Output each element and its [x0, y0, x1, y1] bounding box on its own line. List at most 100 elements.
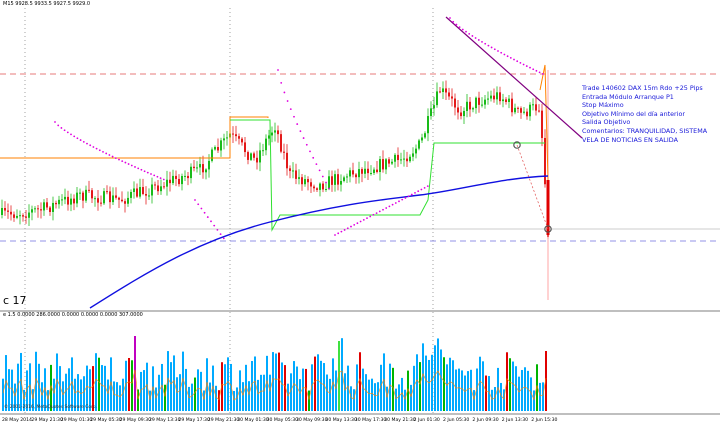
- volume-bar: [374, 383, 376, 411]
- sar-dot: [312, 156, 315, 159]
- candle-body: [478, 97, 480, 105]
- volume-bar: [224, 364, 226, 411]
- candle-body: [259, 150, 261, 163]
- sar-dot: [124, 161, 127, 164]
- candle-body: [142, 187, 144, 195]
- candle-body: [418, 140, 420, 149]
- sar-dot: [541, 73, 544, 75]
- sar-dot: [79, 139, 82, 141]
- volume-bar: [188, 386, 190, 411]
- candle-body: [493, 95, 495, 100]
- sar-dot: [382, 208, 384, 211]
- volume-bar: [167, 351, 169, 411]
- sar-dot: [538, 71, 541, 74]
- sar-dot: [487, 44, 490, 47]
- sar-dot: [299, 130, 302, 133]
- candle-body: [208, 160, 210, 170]
- candle-body: [322, 183, 324, 190]
- parabolic-sar: [54, 17, 544, 240]
- volume-bar: [512, 361, 514, 411]
- entry-marker: [513, 141, 521, 149]
- volume-bar: [401, 377, 403, 411]
- volume-bar: [191, 383, 193, 411]
- volume-bars: [2, 336, 547, 411]
- volume-bar: [509, 358, 511, 411]
- volume-bar: [500, 382, 502, 411]
- copyright: © 2001-2016, MetaQuotes Software Corp.: [4, 405, 97, 410]
- candle-body: [241, 138, 243, 143]
- candle-body: [334, 174, 336, 185]
- candle-body: [190, 166, 192, 179]
- sar-dot: [200, 207, 203, 210]
- candle-body: [4, 208, 6, 211]
- sar-dot: [525, 65, 528, 67]
- volume-bar: [239, 370, 241, 411]
- volume-bar: [506, 352, 508, 411]
- candle-body: [238, 136, 240, 139]
- sar-dot: [452, 20, 455, 23]
- candle-body: [16, 215, 18, 218]
- candle-body: [502, 99, 504, 102]
- candle-body: [469, 101, 471, 110]
- volume-bar: [86, 365, 88, 411]
- candle-body: [193, 166, 195, 169]
- trend-line: [445, 16, 583, 139]
- candle-body: [520, 108, 522, 113]
- volume-bar: [404, 389, 406, 411]
- sar-dot: [318, 169, 321, 172]
- volume-bar: [479, 356, 481, 411]
- volume-bar: [134, 336, 136, 411]
- sar-dot: [465, 30, 467, 33]
- candle-body: [157, 185, 159, 192]
- candle-body: [397, 154, 399, 161]
- volume-bar: [257, 379, 259, 411]
- x-tick-label: 29 May 21:30: [207, 418, 240, 423]
- candle-body: [388, 159, 390, 164]
- sar-dot: [302, 137, 305, 139]
- sar-dot: [54, 121, 56, 123]
- volume-bar: [212, 365, 214, 411]
- volume-bar: [56, 353, 58, 411]
- sar-dot: [105, 152, 108, 155]
- volume-bar: [275, 353, 277, 411]
- volume-bar: [329, 378, 331, 411]
- sar-dot: [293, 115, 295, 118]
- volume-bar: [101, 365, 103, 411]
- volume-bar: [530, 377, 532, 411]
- indicator-lines: [0, 16, 583, 309]
- horizontal-levels: [0, 73, 720, 312]
- volume-bar: [278, 352, 280, 411]
- candle-body: [481, 104, 483, 106]
- volume-bar: [131, 360, 133, 411]
- volume-bar: [107, 379, 109, 411]
- candle-body: [139, 187, 141, 197]
- volume-bar: [284, 365, 286, 411]
- volume-bar: [173, 355, 175, 411]
- annotation-line: Salida Objetivo: [582, 118, 631, 127]
- sar-dot: [516, 60, 519, 63]
- candle-body: [499, 92, 501, 102]
- candle-body: [430, 108, 432, 117]
- candle-body: [475, 97, 477, 109]
- sar-dot: [366, 217, 368, 220]
- sar-dot: [114, 157, 117, 159]
- candle-body: [472, 108, 474, 110]
- candle-body: [7, 210, 9, 212]
- volume-bar: [317, 354, 319, 411]
- sar-dot: [477, 39, 480, 41]
- volume-bar: [32, 389, 34, 411]
- candle-body: [436, 91, 438, 106]
- sar-dot: [391, 203, 394, 206]
- volume-bar: [59, 366, 61, 411]
- volume-bar: [29, 363, 31, 411]
- volume-bar: [515, 366, 517, 411]
- sar-dot: [519, 61, 522, 64]
- sar-dot: [95, 147, 98, 150]
- volume-bar: [440, 349, 442, 411]
- sar-dot: [118, 158, 120, 161]
- volume-bar: [146, 362, 148, 411]
- sar-dot: [108, 154, 111, 156]
- volume-bar: [164, 384, 166, 411]
- candle-body: [424, 133, 426, 138]
